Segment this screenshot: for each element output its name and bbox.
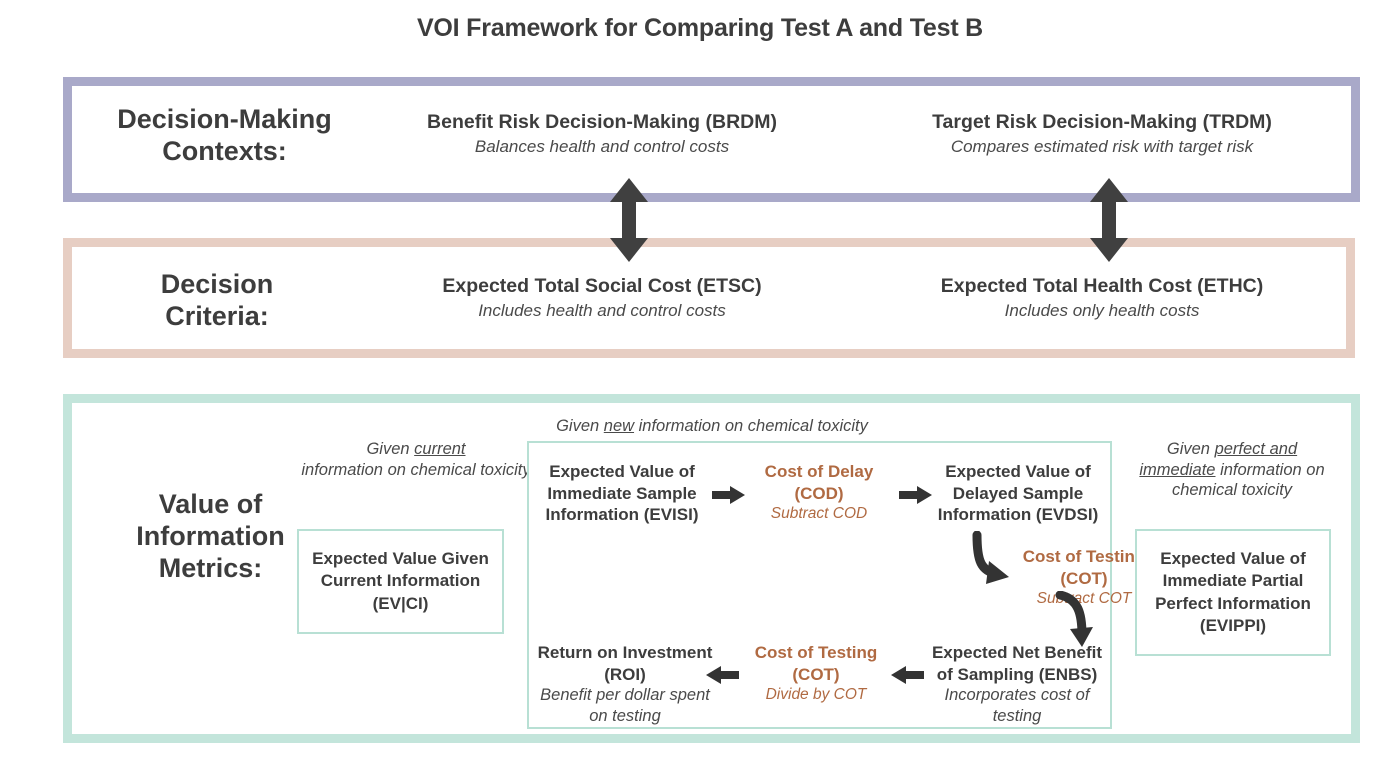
row-label-line-2: Contexts: (162, 135, 287, 166)
criterion-ethc-title: Expected Total Health Cost (ETHC) (940, 275, 1264, 297)
evisi-line-3: Information (EVISI) (545, 505, 699, 525)
caption-perfect-pre: Given (1166, 440, 1215, 458)
enbs-line-2: of Sampling (ENBS) (936, 664, 1098, 684)
enbs-line-1: Expected Net Benefit (931, 643, 1103, 662)
context-brdm-subtitle: Balances health and control costs (474, 137, 730, 156)
arrow-left-icon-cot-to-roi (706, 666, 739, 684)
double-headed-arrow-trdm-ethc (1090, 178, 1128, 262)
arrow-curve-icon-cot-to-enbs (1055, 591, 1093, 647)
node-evdsi: Expected Value of Delayed Sample Informa… (929, 461, 1107, 526)
evdsi-line-3: Information (EVDSI) (937, 505, 1099, 525)
roi-sub-line-2: on testing (589, 707, 661, 726)
value-of-information-metrics-panel: Value of Information Metrics: Given curr… (63, 394, 1360, 743)
row-label-decision-criteria: Decision Criteria: (82, 269, 352, 333)
caption-perfect-immediate-information: Given perfect and immediate information o… (1122, 439, 1342, 501)
criterion-ethc-subtitle: Includes only health costs (1004, 301, 1200, 320)
context-trdm-subtitle: Compares estimated risk with target risk (950, 137, 1254, 156)
metric-box-evci: Expected Value Given Current Information… (297, 529, 504, 634)
cot-bottom-line-2: (COT) (792, 664, 840, 684)
arrow-left-icon-enbs-to-cot (891, 666, 924, 684)
node-roi: Return on Investment (ROI) Benefit per d… (535, 642, 715, 727)
evisi-line-2: Immediate Sample (547, 483, 697, 503)
evippi-line-3: Perfect Information (1155, 593, 1311, 613)
evippi-line-4: (EVIPPI) (1199, 615, 1267, 635)
cod-line-1: Cost of Delay (764, 462, 874, 481)
page-title: VOI Framework for Comparing Test A and T… (416, 14, 984, 42)
node-cot-top: Cost of Testing (COT) Subtract COT (1009, 546, 1159, 609)
row-label-line-2: Criteria: (165, 300, 269, 331)
evisi-line-1: Expected Value of (549, 462, 695, 481)
criterion-etsc: Expected Total Social Cost (ETSC) Includ… (372, 275, 832, 321)
caption-perfect-emphasis-2: immediate (1139, 460, 1216, 479)
caption-perfect-emphasis-1: perfect and (1214, 440, 1298, 458)
evdsi-line-2: Delayed Sample (952, 483, 1084, 503)
arrow-right-icon-evisi-to-cod (712, 486, 745, 504)
enbs-sub-line-1: Incorporates cost of (944, 686, 1090, 705)
roi-sub-line-1: Benefit per dollar spent (540, 686, 710, 705)
caption-perfect-post: information on chemical toxicity (1171, 460, 1325, 500)
row-label-line-2: Information (136, 520, 285, 551)
evci-line-2: Current Information (320, 571, 481, 591)
evippi-line-2: Immediate Partial (1162, 571, 1304, 591)
cod-sub: Subtract COD (770, 505, 868, 523)
caption-current-pre: Given (366, 440, 415, 458)
evci-line-3: (EV|CI) (372, 593, 429, 613)
node-evisi: Expected Value of Immediate Sample Infor… (537, 461, 707, 526)
caption-current-emphasis: current (414, 440, 466, 458)
arrow-right-icon-cod-to-evdsi (899, 486, 932, 504)
caption-new-pre: Given (556, 417, 604, 435)
context-brdm: Benefit Risk Decision-Making (BRDM) Bala… (372, 111, 832, 157)
row-label-line-3: Metrics: (158, 552, 263, 583)
caption-new-emphasis: new (603, 417, 635, 435)
evci-line-1: Expected Value Given (312, 549, 489, 569)
cot-top-line-1: Cost of Testing (1022, 547, 1146, 566)
caption-new-post: information on chemical toxicity (634, 417, 868, 435)
caption-new-information: Given new information on chemical toxici… (452, 416, 972, 437)
arrow-curve-icon-evdsi-to-cot (972, 531, 1009, 584)
row-label-line-1: Value of (158, 489, 263, 519)
context-brdm-title: Benefit Risk Decision-Making (BRDM) (427, 111, 777, 133)
double-headed-arrow-brdm-etsc (610, 178, 648, 262)
criterion-etsc-title: Expected Total Social Cost (ETSC) (442, 275, 762, 297)
row-label-decision-making-contexts: Decision-Making Contexts: (82, 104, 367, 168)
decision-criteria-panel: Decision Criteria: Expected Total Social… (63, 238, 1355, 358)
row-label-line-1: Decision (160, 269, 274, 299)
context-trdm: Target Risk Decision-Making (TRDM) Compa… (862, 111, 1342, 157)
caption-current-information: Given current information on chemical to… (291, 439, 541, 480)
criterion-etsc-subtitle: Includes health and control costs (478, 301, 726, 320)
row-label-voi-metrics: Value of Information Metrics: (78, 489, 343, 585)
row-label-line-1: Decision-Making (117, 104, 332, 134)
enbs-sub-line-2: testing (992, 707, 1042, 726)
context-trdm-title: Target Risk Decision-Making (TRDM) (932, 111, 1272, 133)
caption-current-rest: information on chemical toxicity (301, 460, 531, 479)
evippi-line-1: Expected Value of (1160, 549, 1306, 569)
evdsi-line-1: Expected Value of (945, 462, 1091, 481)
node-enbs: Expected Net Benefit of Sampling (ENBS) … (926, 642, 1108, 727)
cot-bottom-sub: Divide by COT (765, 686, 867, 704)
cot-top-line-2: (COT) (1060, 568, 1108, 588)
cod-line-2: (COD) (794, 483, 844, 503)
metric-box-evippi: Expected Value of Immediate Partial Perf… (1135, 529, 1331, 656)
node-cod: Cost of Delay (COD) Subtract COD (744, 461, 894, 524)
roi-line-2: (ROI) (604, 664, 646, 684)
criterion-ethc: Expected Total Health Cost (ETHC) Includ… (862, 275, 1342, 321)
decision-making-contexts-panel: Decision-Making Contexts: Benefit Risk D… (63, 77, 1360, 202)
node-cot-bottom: Cost of Testing (COT) Divide by COT (741, 642, 891, 705)
flow-diagram-container: Expected Value of Immediate Sample Infor… (527, 441, 1145, 729)
roi-line-1: Return on Investment (537, 643, 713, 662)
cot-bottom-line-1: Cost of Testing (754, 643, 878, 662)
